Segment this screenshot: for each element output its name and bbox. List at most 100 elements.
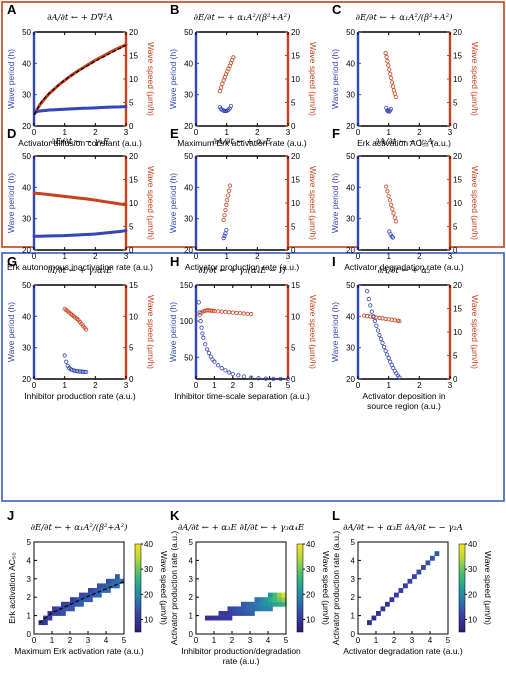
panel-B: B ∂E/∂t ← + α₁A²/(β²+A²) 0 1 2 3 20 30 40 50 0 5 10 1… [168,2,318,148]
period-point [44,234,48,238]
period-point [32,234,36,238]
plot-frame [357,541,449,635]
period-point [199,325,204,330]
y-tick-label-left: 50 [22,281,31,290]
x-tick-label: 0 [356,128,361,137]
x-axis-label: Activator deposition in source region (a.… [362,391,445,411]
period-point [227,370,232,375]
period-point [47,108,51,112]
x-tick-label: 2 [93,381,98,390]
speed-point [32,191,36,195]
plot-frame [33,541,125,635]
heatmap-cell [106,588,111,593]
period-point [228,103,234,109]
heatmap-cell [245,606,251,612]
heatmap-cell [110,583,116,589]
y-tick-label-left: 20 [346,122,355,131]
y-axis-label-right: Wave speed (μm/h) [308,166,318,240]
y-tick-label-left: 50 [22,28,31,37]
y-axis-label: Erk activation AC₅₀ [7,552,17,624]
period-point [84,369,89,375]
period-point [219,366,224,371]
y-tick-label-right: 0 [291,246,296,255]
heatmap-cell [272,592,278,598]
period-point [372,318,377,324]
period-point [196,300,201,305]
heatmap-cell [70,601,75,607]
y-tick-label: 0 [189,630,194,639]
heatmap-cell [223,615,228,621]
y-tick-label: 2 [189,593,194,602]
heatmap-cell [47,615,53,621]
speed-point [118,202,122,206]
period-point [124,105,128,108]
panel-label: A [7,2,17,17]
heatmap-cell [223,611,228,616]
period-point [374,323,379,328]
x-tick-label: 3 [86,636,91,645]
period-point [369,309,374,314]
x-tick-label: 2 [255,128,260,137]
speed-point [385,189,390,194]
panel-equation: ∂E/∂t ← + α₁A²/(β²+A²) [194,12,291,23]
y-tick-label-right: 15 [453,52,462,61]
speed-point [81,197,85,200]
plot-frame [195,541,287,635]
period-point [206,350,211,356]
y-axis-label-left: Wave period (h) [168,302,178,362]
y-tick-label-right: 10 [453,199,462,208]
x-tick-label: 4 [428,636,433,645]
period-point [204,347,210,352]
speed-point [224,202,229,207]
heatmap-cell [250,611,255,616]
heatmap-cell [56,611,62,616]
heatmap-cell [268,597,273,603]
speed-point [57,194,60,198]
heatmap-cell [97,592,102,598]
y-tick-label-left: 40 [184,59,193,68]
y-axis-label-right: Wave speed (μm/h) [308,42,318,116]
speed-point [390,207,395,212]
colorbar [134,543,142,633]
heatmap-cell [241,606,246,612]
y-tick-label-right: 10 [291,75,300,84]
period-point [93,106,97,110]
y-tick-label: 2 [351,593,356,602]
colorbar-tick-label: 30 [468,565,477,574]
panel-C: C ∂E/∂t ← + α₁A²/(β²+A²) 0 1 2 3 20 30 40 50 0 5 10 1… [330,2,480,148]
x-tick-label: 0 [32,252,37,261]
y-tick-label-right: 15 [129,281,138,290]
panel-equation: ∂A/∂t ← + α₃E [213,137,273,147]
period-point [208,354,213,359]
heatmap-cell [281,597,287,603]
x-tick-label: 3 [448,381,453,390]
heatmap-cell [272,601,278,607]
period-point [212,359,217,364]
period-point [263,376,269,381]
y-tick-label-right: 20 [129,152,138,161]
y-tick-label: 2 [27,593,32,602]
y-tick-label-left: 30 [346,215,355,224]
speed-point [51,193,54,197]
heatmap-cell [434,551,440,557]
speed-point [393,94,398,99]
speed-point [223,207,228,213]
speed-point [69,195,73,199]
x-tick-label: 0 [356,252,361,261]
speed-point [112,201,116,205]
panel-equation: ∂E/∂t ← + α₁A²/(β²+A²) [31,522,128,533]
y-tick-label-right: 20 [291,28,300,37]
speed-point [222,213,227,218]
plot-area [34,32,126,126]
period-point [63,107,67,111]
period-point [75,233,79,237]
heatmap-cell [65,601,71,607]
period-point [368,303,373,308]
speed-point [100,199,103,203]
x-tick-label: 2 [392,636,397,645]
y-tick-label: 3 [189,575,194,584]
period-point [223,368,228,373]
period-point [69,107,73,111]
colorbar [458,543,466,633]
